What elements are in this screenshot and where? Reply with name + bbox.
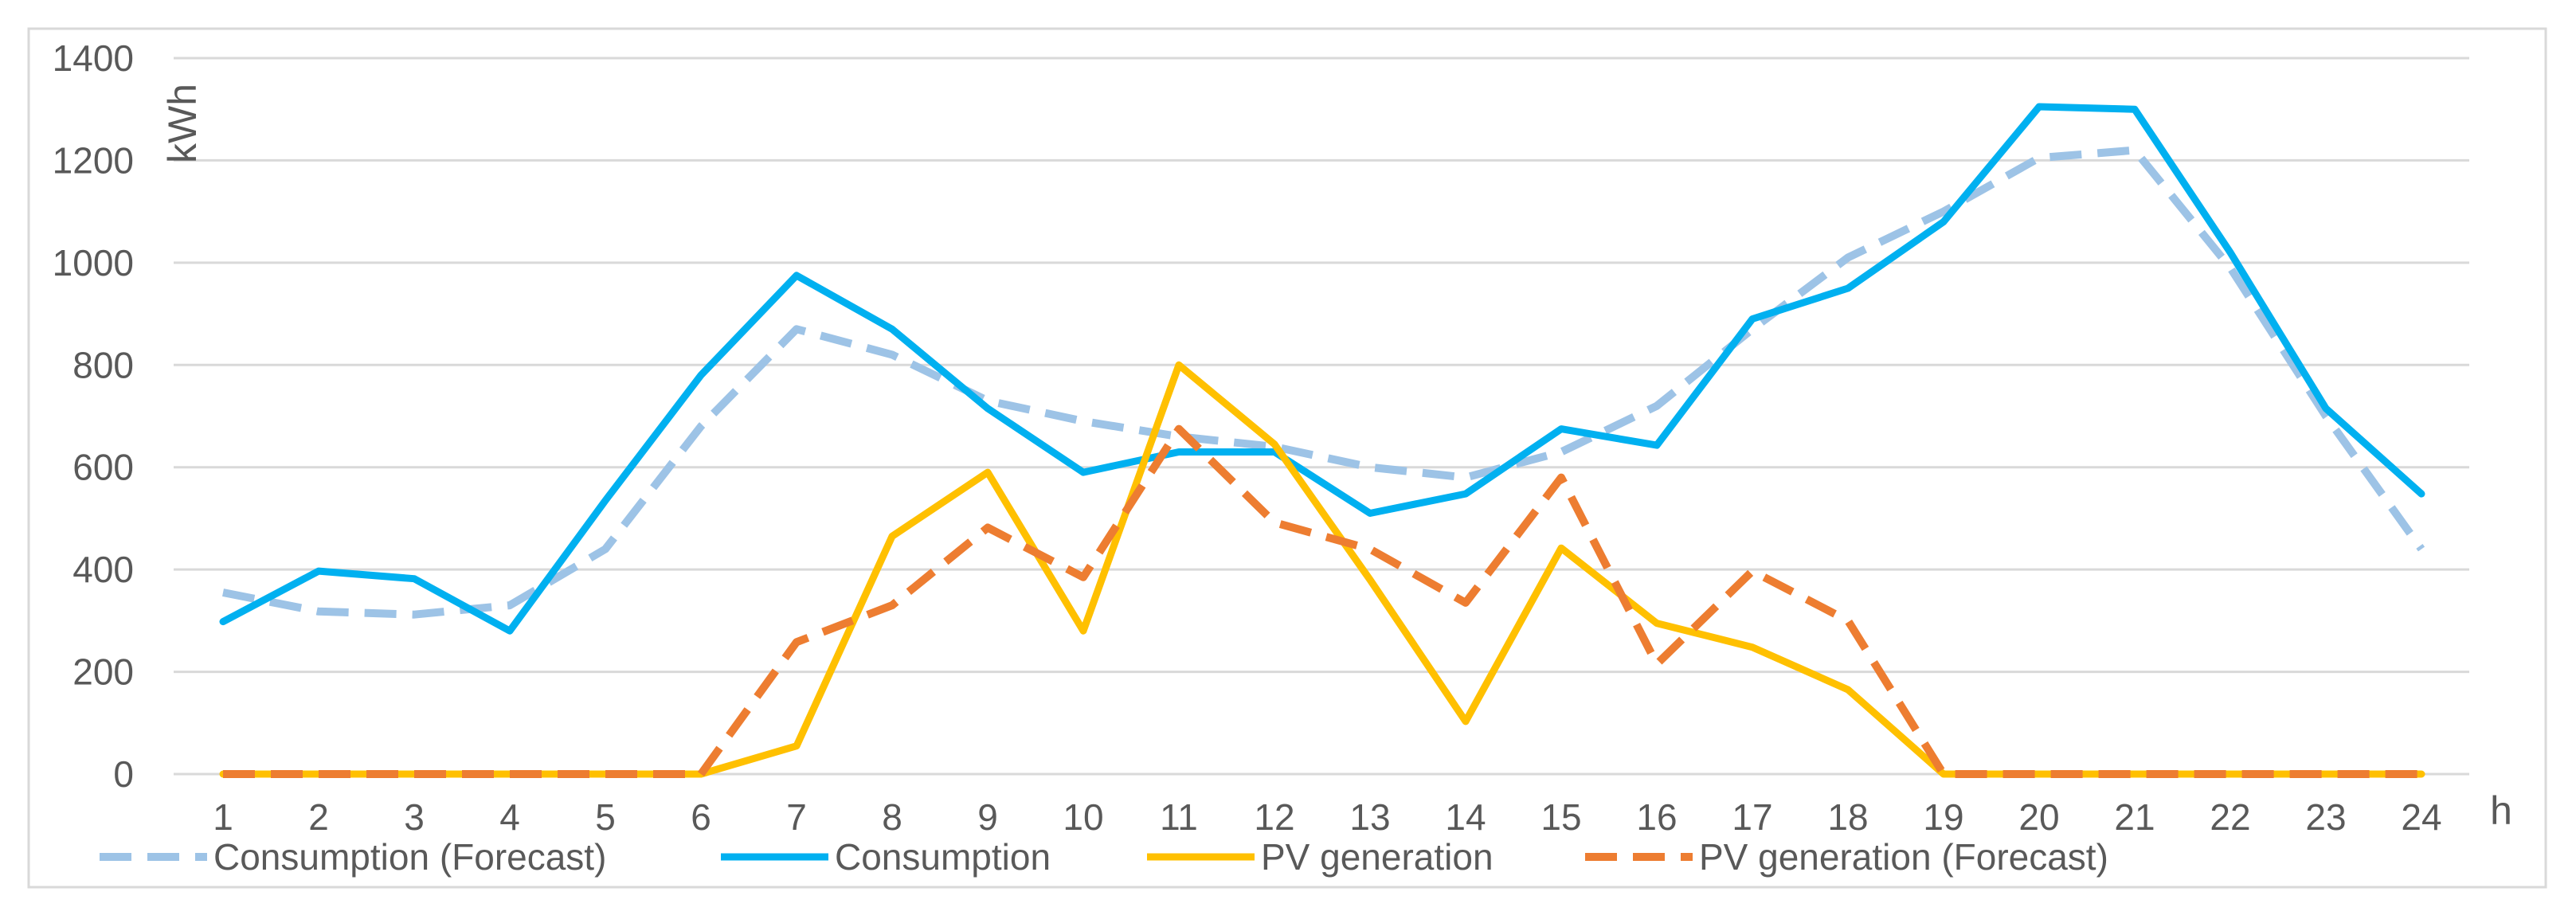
legend-label: PV generation (Forecast) [1699, 836, 2108, 878]
x-tick-label: 8 [882, 796, 902, 838]
y-tick-label: 1200 [53, 139, 134, 181]
x-tick-label: 21 [2114, 796, 2155, 838]
y-axis-unit-label: kWh [160, 84, 205, 163]
x-tick-label: 24 [2401, 796, 2441, 838]
legend[interactable]: Consumption (Forecast) Consumption PV gene… [100, 836, 2108, 878]
x-tick-label: 4 [499, 796, 520, 838]
series-line-0 [222, 146, 2425, 619]
x-tick-label: 12 [1254, 796, 1294, 838]
x-tick-label: 15 [1541, 796, 1581, 838]
legend-label: PV generation [1261, 836, 1494, 878]
y-tick-label: 600 [72, 447, 134, 488]
y-axis-ticks: 0 200 400 600 800 1000 1200 1400 [53, 37, 134, 795]
x-tick-label: 7 [786, 796, 807, 838]
x-tick-label: 5 [595, 796, 616, 838]
x-tick-label: 11 [1160, 796, 1198, 838]
series-line-3 [223, 424, 2421, 778]
x-tick-label: 14 [1445, 796, 1486, 838]
x-tick-label: 6 [691, 796, 711, 838]
x-tick-label: 2 [308, 796, 329, 838]
x-tick-label: 20 [2018, 796, 2059, 838]
x-tick-label: 13 [1349, 796, 1390, 838]
y-tick-label: 1400 [53, 37, 134, 79]
legend-item-2[interactable]: PV generation [1147, 836, 1494, 878]
x-tick-label: 19 [1923, 796, 1963, 838]
series-line-1 [219, 103, 2425, 635]
x-tick-label: 17 [1732, 796, 1772, 838]
legend-label: Consumption (Forecast) [213, 836, 606, 878]
x-tick-label: 1 [213, 796, 233, 838]
x-tick-label: 16 [1636, 796, 1677, 838]
legend-item-0[interactable]: Consumption (Forecast) [100, 836, 606, 878]
y-tick-label: 200 [72, 651, 134, 693]
y-tick-label: 800 [72, 344, 134, 385]
x-axis-ticks: 1 2 3 4 5 6 7 8 9 10 11 12 13 14 15 16 17 18 19 20 21 22 23 24 [213, 796, 2441, 838]
x-tick-label: 10 [1063, 796, 1103, 838]
y-tick-label: 0 [113, 753, 134, 795]
legend-label: Consumption [835, 836, 1051, 878]
x-tick-label: 22 [2210, 796, 2250, 838]
x-tick-label: 3 [404, 796, 425, 838]
x-tick-label: 9 [977, 796, 998, 838]
x-axis-unit-label: h [2490, 788, 2512, 833]
legend-item-1[interactable]: Consumption [721, 836, 1051, 878]
y-tick-label: 1000 [53, 242, 134, 284]
y-tick-label: 400 [72, 549, 134, 590]
series-lines [219, 103, 2425, 778]
x-tick-label: 23 [2305, 796, 2346, 838]
legend-item-3[interactable]: PV generation (Forecast) [1585, 836, 2108, 878]
x-tick-label: 18 [1827, 796, 1868, 838]
